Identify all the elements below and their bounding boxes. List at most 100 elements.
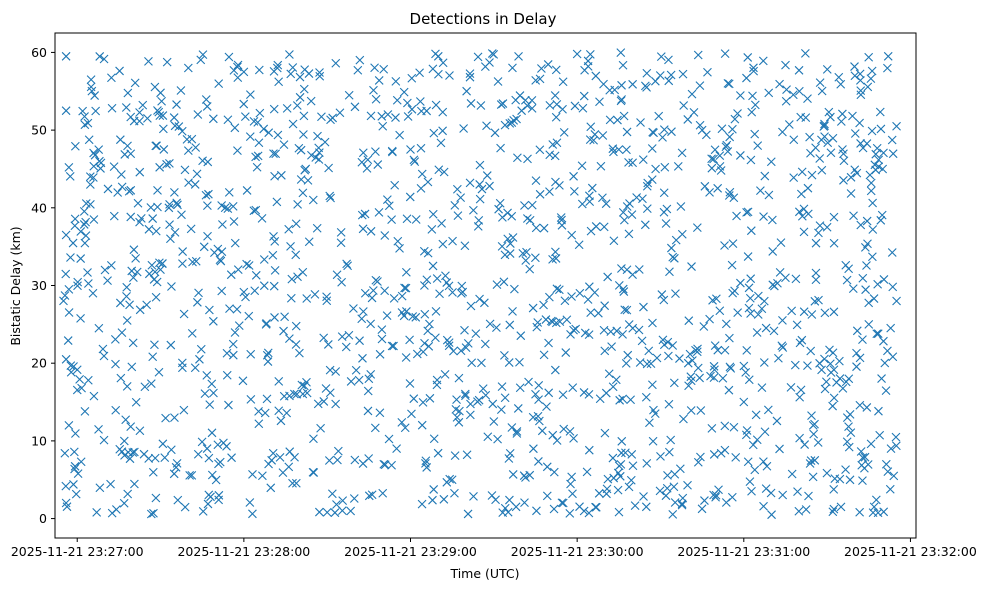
data-point [260,408,270,418]
data-point [90,91,100,100]
data-point [60,291,70,300]
data-point [397,417,407,427]
data-point [822,222,832,232]
data-point [746,155,756,165]
data-point [810,419,819,429]
data-point [61,269,71,279]
data-point [796,385,806,395]
data-point [242,259,251,269]
data-point [655,486,665,496]
data-point [866,439,876,449]
data-point [795,338,805,348]
data-point [169,188,179,197]
data-point [549,467,559,477]
data-point [505,320,515,330]
data-point [613,115,622,125]
data-point [656,52,666,62]
data-point [860,452,870,462]
data-point [507,423,517,432]
data-point [654,111,664,121]
data-point [387,341,397,351]
data-point [801,505,811,514]
data-point [788,90,798,100]
data-point [848,284,858,294]
data-point [752,328,762,337]
data-point [821,377,831,387]
data-point [259,281,269,291]
data-point [622,305,632,315]
data-point [136,213,146,223]
data-point [415,68,424,78]
data-point [730,114,740,124]
data-point [803,361,812,370]
data-point [393,236,403,246]
data-point [296,175,306,184]
data-point [855,507,865,517]
data-point [371,275,381,285]
data-point [125,300,134,310]
data-point [626,395,635,405]
data-point [676,202,686,211]
data-point [238,376,248,386]
data-point [807,310,817,319]
data-point [254,407,263,416]
data-point [591,502,600,512]
data-point [829,484,839,494]
data-point [291,321,301,331]
data-point [422,275,432,285]
data-point [444,338,454,347]
data-point [657,290,667,299]
data-point [360,288,370,298]
data-point [204,490,214,500]
data-point [138,100,148,110]
data-point [591,222,601,231]
data-point [123,489,133,499]
data-point [767,215,777,225]
data-point [810,455,820,465]
data-point [650,76,660,86]
data-point [69,480,78,489]
data-point [599,79,608,89]
data-point [608,382,618,392]
data-point [709,361,719,371]
data-point [230,123,240,133]
data-point [671,289,680,298]
data-point [244,261,254,270]
data-point [806,456,816,466]
data-point [144,224,154,234]
data-point [169,113,179,122]
data-point [497,382,507,392]
data-point [344,90,354,100]
data-point [466,301,476,311]
data-point [389,294,399,303]
data-point [841,465,850,474]
data-point [727,492,737,502]
data-point [708,295,717,305]
data-point [61,498,71,508]
data-point [81,199,91,208]
data-point [482,121,491,131]
data-point [579,91,589,101]
y-tick-label: 0 [39,511,47,526]
data-point [331,58,341,68]
data-point [153,202,162,212]
data-point [596,161,606,171]
data-point [523,154,532,164]
data-point [333,455,342,465]
x-tick-label: 2025-11-21 23:27:00 [11,544,144,559]
data-point [815,154,825,163]
data-point [178,259,187,268]
data-point [228,350,238,360]
data-point [233,265,243,275]
data-point [379,459,389,469]
data-point [715,151,725,160]
data-point [205,400,215,409]
data-point [531,389,540,399]
data-point [689,108,699,117]
data-point [874,162,884,172]
data-point [651,164,660,174]
data-point [794,86,804,96]
data-point [829,307,839,317]
data-point [739,397,749,407]
data-point [405,379,415,388]
